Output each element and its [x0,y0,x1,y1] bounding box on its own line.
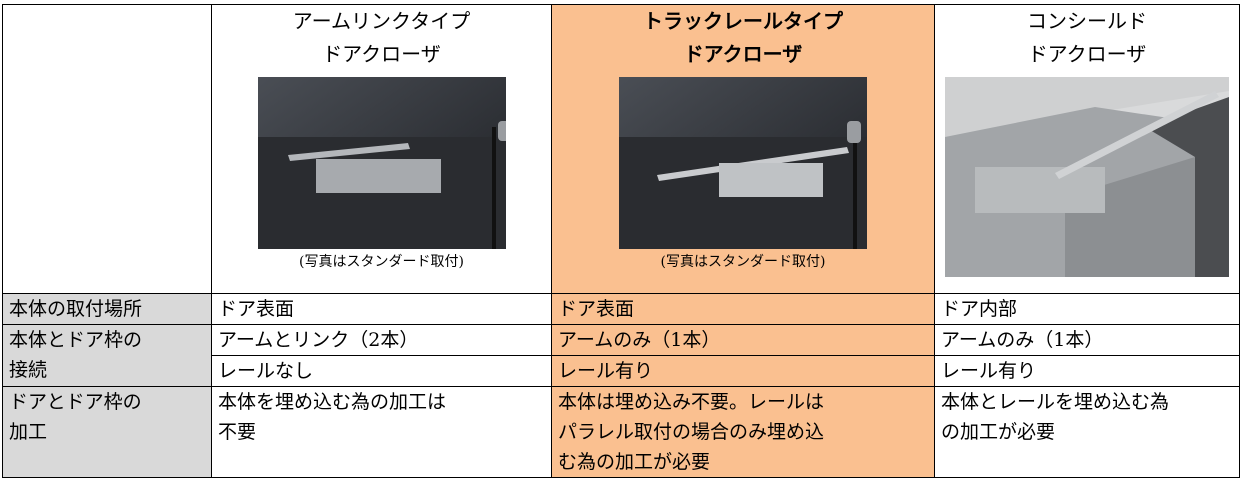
label-text: ドアとドア枠の [9,391,142,413]
label-text: 接続 [9,359,48,381]
cell-text: 本体を埋め込む為の加工は [218,391,447,413]
label-text: 本体とドア枠の [9,329,143,351]
cell-text: の加工が必要 [941,421,1056,443]
cell: 本体は埋め込み不要。レールは パラレル取付の場合のみ埋め込 む為の加工が必要 [551,386,935,478]
cell-text: む為の加工が必要 [558,451,711,473]
header-row: アームリンクタイプ ドアクローザ (写真はスタンダード取付) トラックレールタイ… [2,4,1240,294]
row-label: 本体とドア枠の 接続 [2,324,212,387]
header-title: コンシールド [1027,9,1147,33]
photo-caption: (写真はスタンダード取付) [299,254,464,270]
header-title: ドアクローザ [1027,42,1147,66]
cell: アームのみ（1本） [934,324,1240,356]
cell-text: パラレル取付の場合のみ埋め込 [558,421,825,443]
cell: 本体を埋め込む為の加工は 不要 [211,386,552,478]
header-title: アームリンクタイプ [292,9,471,33]
cell: レールなし [211,355,552,387]
comparison-table: アームリンクタイプ ドアクローザ (写真はスタンダード取付) トラックレールタイ… [2,4,1240,478]
header-cell: トラックレールタイプ ドアクローザ (写真はスタンダード取付) [551,4,935,294]
cell: ドア内部 [934,293,1240,325]
label-text: 加工 [9,421,48,443]
row: レールなし レール有り レール有り [3,355,1240,387]
row: ドアとドア枠の 加工 本体を埋め込む為の加工は 不要 本体は埋め込み不要。レール… [2,386,1240,478]
cell-text: 本体とレールを埋め込む為 [941,391,1170,413]
cell-text: 本体は埋め込み不要。レールは [558,391,825,413]
header-title: ドアクローザ [683,42,803,66]
row: 本体の取付場所 ドア表面 ドア表面 ドア内部 [2,293,1240,325]
photo [619,77,867,249]
cell: レール有り [934,355,1240,387]
row: 本体とドア枠の 接続 アームとリンク（2本） アームのみ（1本） アームのみ（1… [2,324,1240,387]
cell: アームとリンク（2本） [211,324,552,356]
header-title: ドアクローザ [322,42,441,66]
header-cell: コンシールド ドアクローザ [934,4,1240,294]
cell: レール有り [551,355,935,387]
header-title: トラックレールタイプ [643,9,843,33]
cell: ドア表面 [551,293,935,325]
photo [945,77,1229,277]
photo-caption: (写真はスタンダード取付) [660,254,826,270]
cell: アームのみ（1本） [551,324,935,356]
cell: 本体とレールを埋め込む為 の加工が必要 [934,386,1240,478]
row-label: 本体の取付場所 [2,293,212,325]
row-label: ドアとドア枠の 加工 [2,386,212,478]
cell: ドア表面 [211,293,552,325]
cell-text: 不要 [218,421,257,443]
empty-cell [2,4,212,294]
photo [257,77,506,249]
label-text: 本体の取付場所 [9,298,143,320]
header-cell: アームリンクタイプ ドアクローザ (写真はスタンダード取付) [211,4,552,294]
